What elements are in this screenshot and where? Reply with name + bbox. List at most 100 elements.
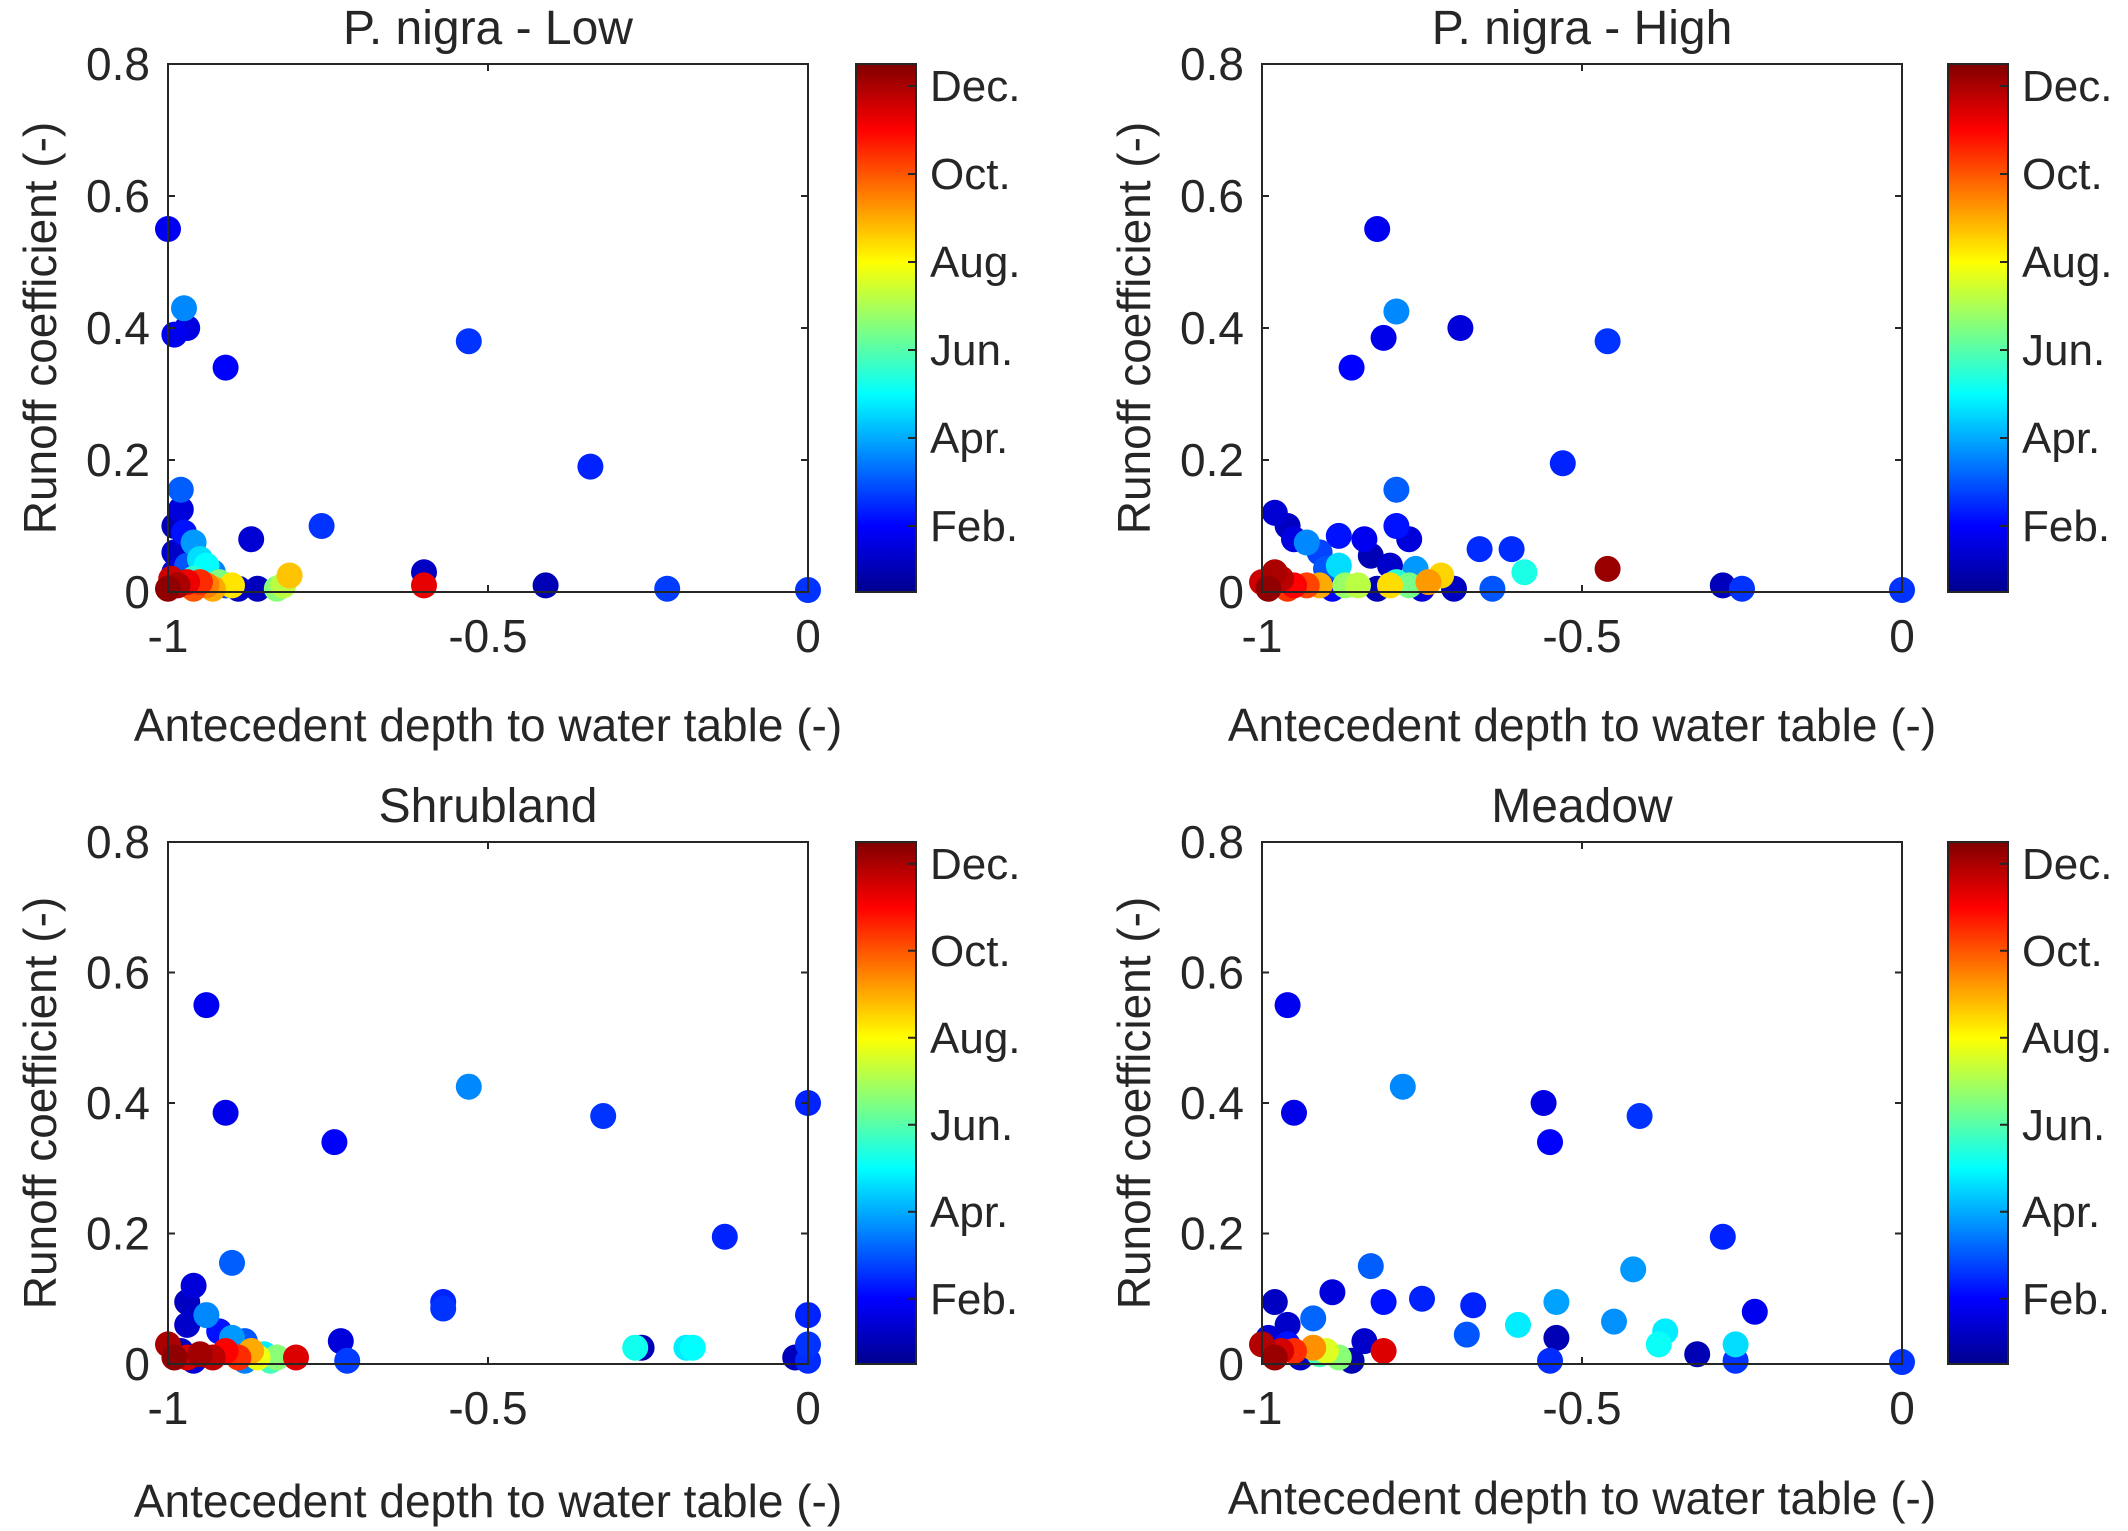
x-tick-label: 0 xyxy=(1889,610,1915,662)
scatter-point xyxy=(1722,1331,1749,1358)
scatter-point xyxy=(171,295,197,322)
colorbar-tick-label: Jun. xyxy=(2022,326,2105,375)
scatter-point xyxy=(679,1334,706,1361)
y-tick-label: 0.2 xyxy=(1180,434,1244,486)
colorbar-bar xyxy=(855,841,917,1365)
scatter-point xyxy=(308,513,335,539)
colorbar-tick-label: Aug. xyxy=(2022,1014,2113,1063)
scatter-point xyxy=(1498,536,1525,563)
x-tick-label: -0.5 xyxy=(1542,1382,1621,1434)
colorbar-tick-label: Apr. xyxy=(2022,414,2100,463)
scatter-point xyxy=(1409,1285,1435,1312)
x-axis: -1 -0.5 0 xyxy=(1242,64,1915,662)
colorbar-tick-label: Aug. xyxy=(930,1014,1021,1063)
colorbar-bar xyxy=(855,63,917,593)
y-tick-label: 0.2 xyxy=(1180,1208,1244,1260)
colorbar-tick-label: Aug. xyxy=(930,238,1021,287)
scatter-point xyxy=(1453,1321,1480,1348)
scatter-point xyxy=(1370,1337,1397,1364)
scatter-point xyxy=(1383,476,1410,503)
colorbar-tick-label: Feb. xyxy=(930,502,1018,551)
panel-shrubland: Shrubland -1 -0.5 0 0 0.2 0.4 0.6 0.8 Antecede… xyxy=(14,780,1021,1527)
scatter-point xyxy=(1370,1289,1397,1316)
colorbar-tick-label: Oct. xyxy=(930,150,1011,199)
x-tick-label: -1 xyxy=(1242,1382,1283,1434)
scatter-point xyxy=(1530,1090,1557,1116)
scatter-point xyxy=(219,1249,245,1276)
scatter-point xyxy=(590,1103,617,1130)
scatter-point xyxy=(212,354,239,381)
scatter-point xyxy=(1549,450,1576,477)
y-axis-label: Runoff coefficient (-) xyxy=(14,122,66,535)
scatter-point xyxy=(1325,552,1352,579)
colorbar-tick-label: Apr. xyxy=(930,414,1008,463)
scatter-point xyxy=(1274,992,1301,1019)
colorbar-tick-label: Feb. xyxy=(2022,502,2110,551)
colorbar-tick-label: Oct. xyxy=(2022,927,2103,976)
scatter-point xyxy=(1364,216,1391,242)
scatter-point xyxy=(180,1272,207,1299)
plot-frame xyxy=(167,63,809,593)
scatter-point xyxy=(455,328,482,355)
colorbar-tick-label: Apr. xyxy=(930,1188,1008,1237)
scatter-point xyxy=(276,562,303,589)
scatter-point xyxy=(1709,1223,1736,1250)
scatter-point xyxy=(1325,522,1352,549)
x-tick-label: -0.5 xyxy=(1542,610,1621,662)
scatter-point xyxy=(1543,1324,1570,1351)
scatter-point xyxy=(238,526,265,553)
panel-title: P. nigra - Low xyxy=(343,2,633,55)
scatter-point xyxy=(411,572,437,599)
y-tick-label: 0.6 xyxy=(86,170,150,222)
y-tick-label: 0.2 xyxy=(86,434,150,486)
scatter-point xyxy=(1300,1334,1327,1361)
y-tick-label: 0.2 xyxy=(86,1208,150,1260)
x-tick-label: 0 xyxy=(795,1382,821,1434)
colorbar: Feb. Apr. Jun. Aug. Oct. Dec. xyxy=(1947,840,2113,1365)
scatter-point xyxy=(1293,529,1320,556)
colorbar-tick-label: Apr. xyxy=(2022,1188,2100,1237)
y-tick-label: 0.6 xyxy=(86,947,150,999)
colorbar-tick-label: Dec. xyxy=(2022,62,2112,111)
scatter-point xyxy=(334,1347,361,1374)
y-axis: 0 0.2 0.4 0.6 0.8 xyxy=(86,38,808,618)
scatter-point xyxy=(1684,1341,1711,1368)
scatter-point xyxy=(1447,315,1474,341)
panel-title: Meadow xyxy=(1491,780,1673,833)
scatter-point xyxy=(1357,1253,1384,1280)
x-axis: -1 -0.5 0 xyxy=(1242,842,1915,1434)
x-axis-label: Antecedent depth to water table (-) xyxy=(134,699,842,751)
scatter-point xyxy=(577,453,604,480)
scatter-point xyxy=(1261,499,1288,526)
y-axis: 0 0.2 0.4 0.6 0.8 xyxy=(1180,816,1902,1390)
y-axis: 0 0.2 0.4 0.6 0.8 xyxy=(1180,38,1902,618)
scatter-point xyxy=(622,1334,649,1361)
y-tick-label: 0.6 xyxy=(1180,170,1244,222)
scatter-point xyxy=(167,496,194,523)
scatter-point xyxy=(1261,1289,1288,1316)
x-tick-label: -1 xyxy=(148,610,189,662)
scatter-point xyxy=(1383,298,1410,325)
scatter-point xyxy=(1389,1073,1416,1100)
y-axis-label: Runoff coefficient (-) xyxy=(1108,122,1160,535)
scatter-point xyxy=(1351,526,1378,553)
x-tick-label: -1 xyxy=(1242,610,1283,662)
colorbar: Feb. Apr. Jun. Aug. Oct. Dec. xyxy=(1947,62,2113,593)
plot-frame xyxy=(167,841,809,1365)
scatter-point xyxy=(1594,328,1621,355)
y-tick-label: 0.4 xyxy=(1180,302,1244,354)
scatter-point xyxy=(1645,1331,1672,1358)
x-tick-label: -0.5 xyxy=(448,610,527,662)
y-tick-label: 0.8 xyxy=(86,38,150,90)
y-axis-label: Runoff coefficient (-) xyxy=(14,897,66,1310)
scatter-point xyxy=(321,1129,348,1156)
scatter-point xyxy=(1370,324,1397,351)
colorbar-tick-label: Oct. xyxy=(930,927,1011,976)
colorbar: Feb. Apr. Jun. Aug. Oct. Dec. xyxy=(855,62,1021,593)
scatter-point xyxy=(430,1295,457,1322)
scatter-point xyxy=(532,572,559,599)
y-tick-label: 0.4 xyxy=(86,1077,150,1129)
scatter-point xyxy=(1479,575,1506,602)
scatter-point xyxy=(711,1223,738,1250)
scatter-point xyxy=(654,575,681,602)
